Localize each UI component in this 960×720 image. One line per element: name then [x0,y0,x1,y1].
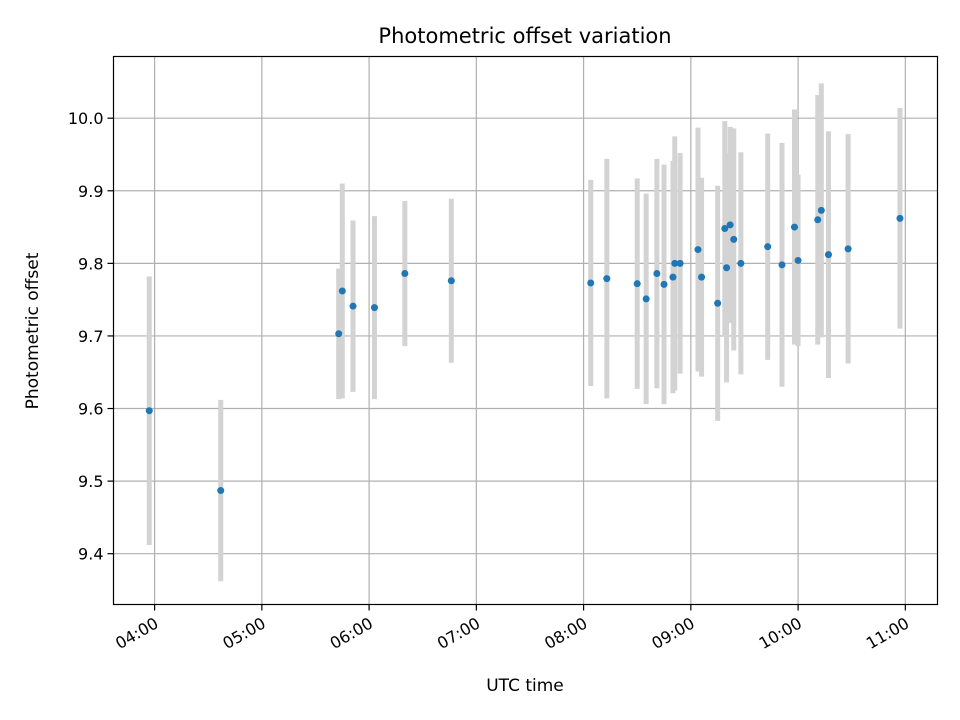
data-point [814,216,822,224]
plot-frame [112,55,939,606]
data-points [145,206,904,495]
y-tick-label: 9.4 [78,545,103,564]
data-point [778,261,786,269]
data-point [737,259,745,267]
data-point [653,270,661,278]
data-point [730,235,738,243]
y-tick-label: 9.5 [78,472,103,491]
data-point [335,330,343,338]
data-point [642,295,650,303]
y-axis-label: Photometric offset [23,252,43,409]
data-point [896,214,904,222]
x-axis-label: UTC time [486,676,564,696]
data-point [447,277,455,285]
data-point [794,256,802,264]
y-tick-label: 9.9 [78,182,103,201]
data-point [698,273,706,281]
data-point [714,299,722,307]
data-point [824,251,832,259]
data-point [791,223,799,231]
data-point [660,280,668,288]
data-point [726,221,734,229]
data-point [671,259,679,267]
grid [113,56,938,605]
data-point [338,287,346,295]
y-tick-label: 9.8 [78,254,103,273]
y-tick-label: 10.0 [68,109,104,128]
data-point [349,302,357,310]
data-point [145,407,153,415]
y-tick-label: 9.7 [78,327,103,346]
data-point [694,246,702,254]
data-point [721,225,729,233]
chart-title: Photometric offset variation [378,24,671,48]
data-point [401,270,409,278]
data-point [723,264,731,272]
data-point [370,304,378,312]
data-point [603,275,611,283]
data-point [587,279,595,287]
y-axis: 9.4 9.5 9.6 9.7 9.8 9.9 10.0 [68,109,114,564]
data-point [669,273,677,281]
data-point [817,206,825,214]
data-point [217,487,225,495]
data-point [844,245,852,253]
data-point [633,280,641,288]
data-point [764,243,772,251]
y-tick-label: 9.6 [78,400,103,419]
data-point [676,259,684,267]
